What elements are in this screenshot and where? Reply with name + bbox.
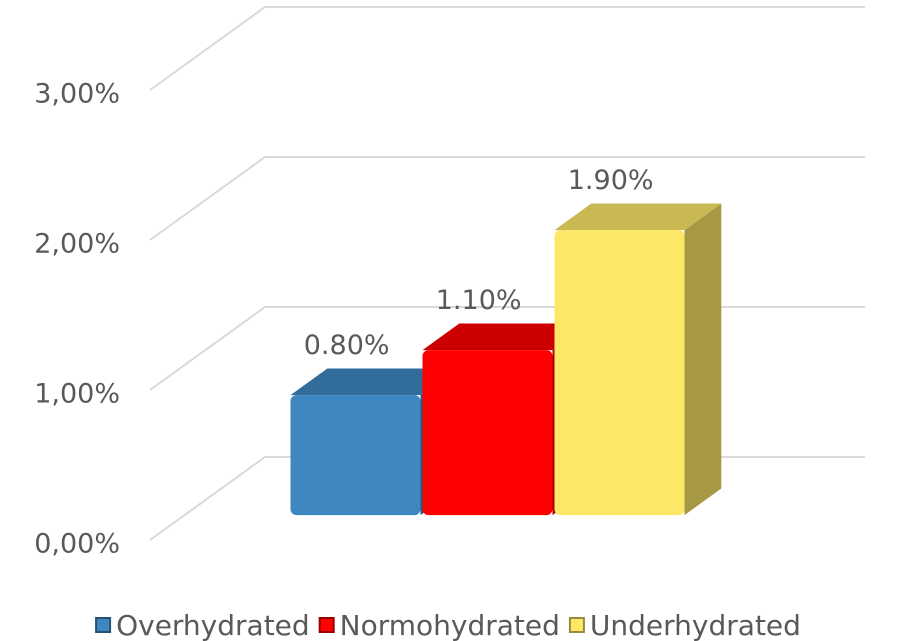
legend-label: Underhydrated (590, 609, 801, 641)
grid-line (149, 6, 865, 91)
bar-top (422, 323, 590, 351)
bar-top (554, 203, 722, 231)
y-tick-label: 3,00% (34, 79, 120, 110)
bar-top (290, 368, 458, 396)
bar (422, 350, 553, 516)
bar-side (684, 203, 722, 516)
legend-swatch (568, 617, 585, 633)
legend-label: Normohydrated (340, 609, 560, 641)
value-label: 1.10% (436, 285, 522, 316)
legend-swatch (318, 617, 335, 633)
value-label: 1.90% (568, 165, 654, 196)
y-tick-label: 2,00% (34, 229, 120, 260)
value-label: 0.80% (304, 330, 390, 361)
legend-swatch (95, 617, 112, 633)
y-tick-label: 0,00% (34, 529, 120, 560)
legend-label: Overhydrated (116, 609, 310, 641)
y-tick-label: 1,00% (34, 379, 120, 410)
bar (554, 230, 685, 516)
bar (290, 395, 421, 516)
grid-line (149, 156, 865, 241)
